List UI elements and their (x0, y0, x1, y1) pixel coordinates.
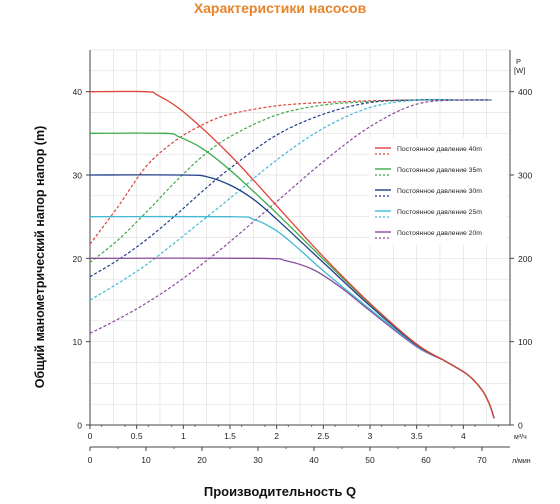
y-tick-label-left: 0 (77, 421, 82, 431)
x-tick-label: 3.5 (411, 431, 423, 441)
y-right-unit: P (516, 57, 521, 66)
x-tick-label: 3 (368, 431, 373, 441)
y-tick-label-left: 30 (73, 171, 83, 181)
x-tick-label: 1.5 (224, 431, 236, 441)
legend-label: Постоянное давление 25m (397, 209, 482, 216)
x-tick-label: 4 (461, 431, 466, 441)
x2-tick-label: 0 (88, 455, 93, 465)
y-tick-label-left: 20 (73, 254, 83, 264)
legend-box (369, 138, 507, 245)
legend-label: Постоянное давление 30m (397, 188, 482, 195)
y-right-unit: [W] (514, 66, 525, 75)
x-tick-label: 0.5 (131, 431, 143, 441)
legend-label: Постоянное давление 35m (397, 167, 482, 174)
x2-tick-label: 30 (253, 455, 263, 465)
x-tick-label: 0 (88, 431, 93, 441)
x-unit-primary: м³/ч (514, 434, 527, 441)
x2-tick-label: 60 (421, 455, 431, 465)
x2-tick-label: 50 (365, 455, 375, 465)
y-tick-label-right: 300 (518, 171, 532, 181)
head-curve-0 (89, 90, 495, 419)
series (89, 90, 495, 419)
legend-label: Постоянное давление 20m (397, 230, 482, 237)
x2-tick-label: 70 (477, 455, 487, 465)
y-tick-label-left: 40 (73, 87, 83, 97)
x2-tick-label: 10 (141, 455, 151, 465)
x-axis-title: Производительность Q (203, 484, 357, 499)
y-tick-label-right: 100 (518, 337, 532, 347)
x-tick-label: 2.5 (317, 431, 329, 441)
y-tick-label-right: 200 (518, 254, 532, 264)
legend-label: Постоянное давление 40m (397, 146, 482, 153)
x2-tick-label: 40 (309, 455, 319, 465)
chart-title: Характеристики насосов (193, 0, 367, 16)
x-tick-label: 2 (274, 431, 279, 441)
y-tick-label-right: 400 (518, 87, 532, 97)
x-tick-label: 1 (181, 431, 186, 441)
x-unit-secondary: л/мин (512, 458, 531, 465)
power-curve-4 (89, 99, 492, 334)
legend: Постоянное давление 40m Постоянное давлен… (369, 138, 507, 245)
y-tick-label-left: 10 (73, 337, 83, 347)
y-tick-label-right: 0 (518, 421, 523, 431)
x2-tick-label: 20 (197, 455, 207, 465)
power-curve-3 (89, 98, 492, 301)
